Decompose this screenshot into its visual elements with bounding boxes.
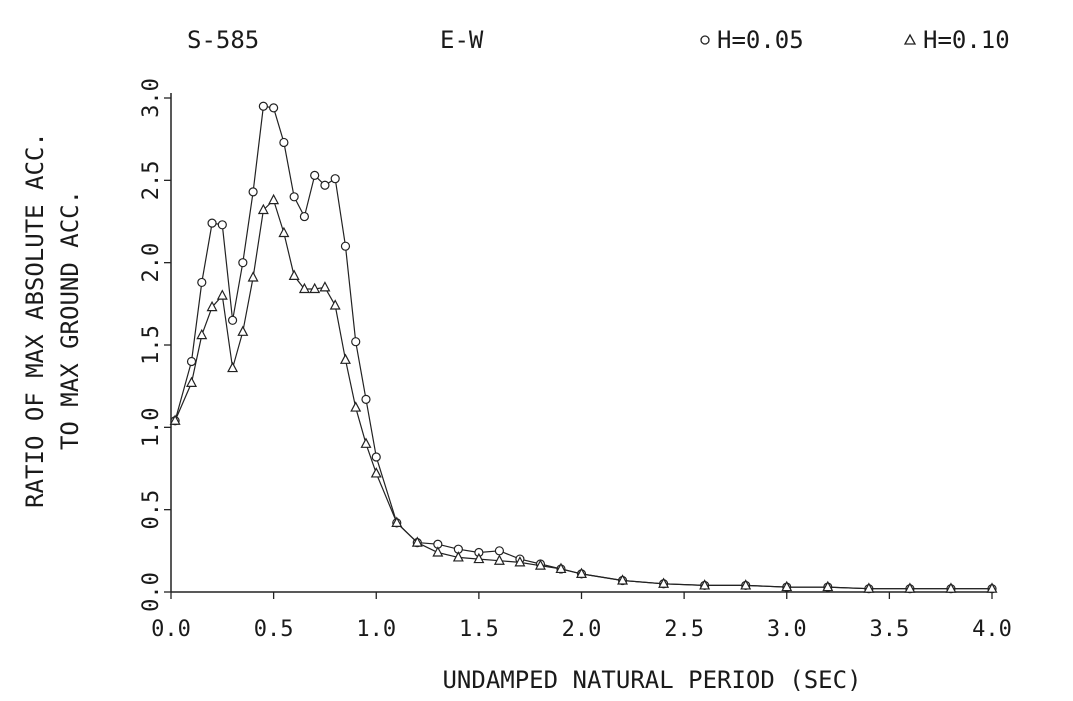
data-point-circle [310, 170, 320, 180]
data-point-triangle [298, 282, 310, 294]
data-point-triangle [350, 401, 362, 412]
legend-triangle-marker [903, 33, 917, 45]
data-point-triangle [904, 582, 916, 593]
data-point-triangle [169, 414, 181, 425]
legend-label-h005: H=0.05 [717, 26, 804, 54]
y-tick-label: 2.5 [139, 160, 164, 200]
data-point-circle [248, 187, 258, 197]
data-point-triangle [986, 582, 998, 593]
data-point-triangle [329, 299, 341, 310]
data-point-circle [351, 337, 361, 347]
x-tick-label: 3.0 [767, 617, 807, 642]
data-point-triangle [534, 559, 546, 570]
data-point-triangle [555, 562, 567, 574]
data-point-triangle [370, 467, 382, 478]
data-point-circle [289, 192, 299, 202]
data-point-triangle [945, 582, 957, 593]
legend-circle-marker [700, 35, 710, 45]
series-line-1 [174, 198, 992, 590]
data-point-circle [340, 241, 351, 251]
data-point-triangle [257, 203, 269, 215]
data-point-circle [494, 546, 504, 556]
header-component: E-W [440, 26, 484, 54]
legend: H=0.05 H=0.10 [700, 26, 1010, 54]
data-point-triangle [319, 281, 331, 292]
data-point-triangle [278, 226, 290, 238]
x-axis-label: UNDAMPED NATURAL PERIOD (SEC) [442, 666, 861, 694]
data-point-circle [320, 180, 330, 190]
x-tick-label: 2.0 [562, 617, 602, 642]
data-point-circle [207, 218, 217, 228]
axes: 0.0 0.5 1.0 1.5 2.0 2.5 3.0 3.5 4.0 0.0 0.5 1.0 1.5 2… [139, 78, 1012, 642]
data-point-triangle [196, 328, 208, 340]
data-point-triangle [514, 556, 526, 567]
data-point-triangle [186, 376, 198, 387]
data-point-circle [197, 277, 207, 288]
series-layer [169, 101, 998, 594]
series-line-0 [174, 105, 992, 590]
data-point-triangle [576, 567, 587, 578]
data-point-triangle [268, 193, 280, 205]
data-point-triangle [452, 551, 464, 562]
x-tick-label: 0.0 [151, 617, 191, 642]
data-point-triangle [227, 361, 239, 373]
data-point-triangle [237, 325, 249, 336]
data-point-triangle [617, 574, 629, 585]
data-point-triangle [339, 353, 351, 364]
legend-label-h010: H=0.10 [923, 26, 1010, 54]
data-point-triangle [493, 554, 505, 565]
data-point-circle [299, 211, 310, 222]
y-axis-label-line1: RATIO OF MAX ABSOLUTE ACC. [21, 132, 49, 508]
data-point-triangle [740, 579, 752, 590]
y-tick-label: 0.5 [139, 490, 164, 530]
data-point-triangle [863, 582, 875, 593]
data-point-circle [238, 258, 248, 268]
data-point-circle [361, 394, 371, 404]
y-tick-label: 3.0 [139, 78, 164, 118]
data-point-circle [186, 356, 197, 367]
data-point-triangle [206, 300, 218, 312]
data-point-triangle [699, 579, 711, 590]
data-point-triangle [360, 437, 372, 448]
data-point-circle [258, 101, 268, 111]
data-point-circle [217, 220, 227, 230]
x-tick-label: 1.5 [459, 617, 499, 642]
series-0 [170, 101, 997, 594]
data-point-triangle [247, 271, 259, 282]
data-point-circle [330, 174, 340, 184]
x-tick-label: 2.5 [664, 617, 704, 642]
data-point-circle [269, 103, 279, 113]
data-point-triangle [288, 269, 300, 280]
y-tick-label: 1.0 [139, 407, 164, 447]
y-axis-label-line2: TO MAX GROUND ACC. [56, 190, 84, 450]
x-tick-label: 4.0 [972, 617, 1012, 642]
data-point-circle [279, 137, 289, 148]
series-1 [169, 193, 998, 593]
data-point-triangle [658, 577, 670, 588]
y-tick-label: 0.0 [139, 572, 164, 612]
data-point-triangle [216, 289, 228, 300]
x-tick-label: 1.0 [356, 617, 396, 642]
data-point-triangle [781, 580, 793, 592]
data-point-triangle [822, 580, 834, 592]
x-tick-label: 3.5 [870, 617, 910, 642]
header-station: S-585 [187, 26, 259, 54]
data-point-circle [371, 452, 381, 462]
data-point-triangle [473, 552, 485, 564]
data-point-triangle [391, 516, 403, 527]
y-tick-label: 2.0 [139, 243, 164, 283]
data-point-triangle [411, 536, 423, 547]
data-point-triangle [432, 546, 444, 557]
x-tick-label: 0.5 [254, 617, 294, 642]
data-point-triangle [309, 282, 321, 294]
data-point-circle [227, 315, 238, 325]
y-tick-label: 1.5 [139, 325, 164, 365]
